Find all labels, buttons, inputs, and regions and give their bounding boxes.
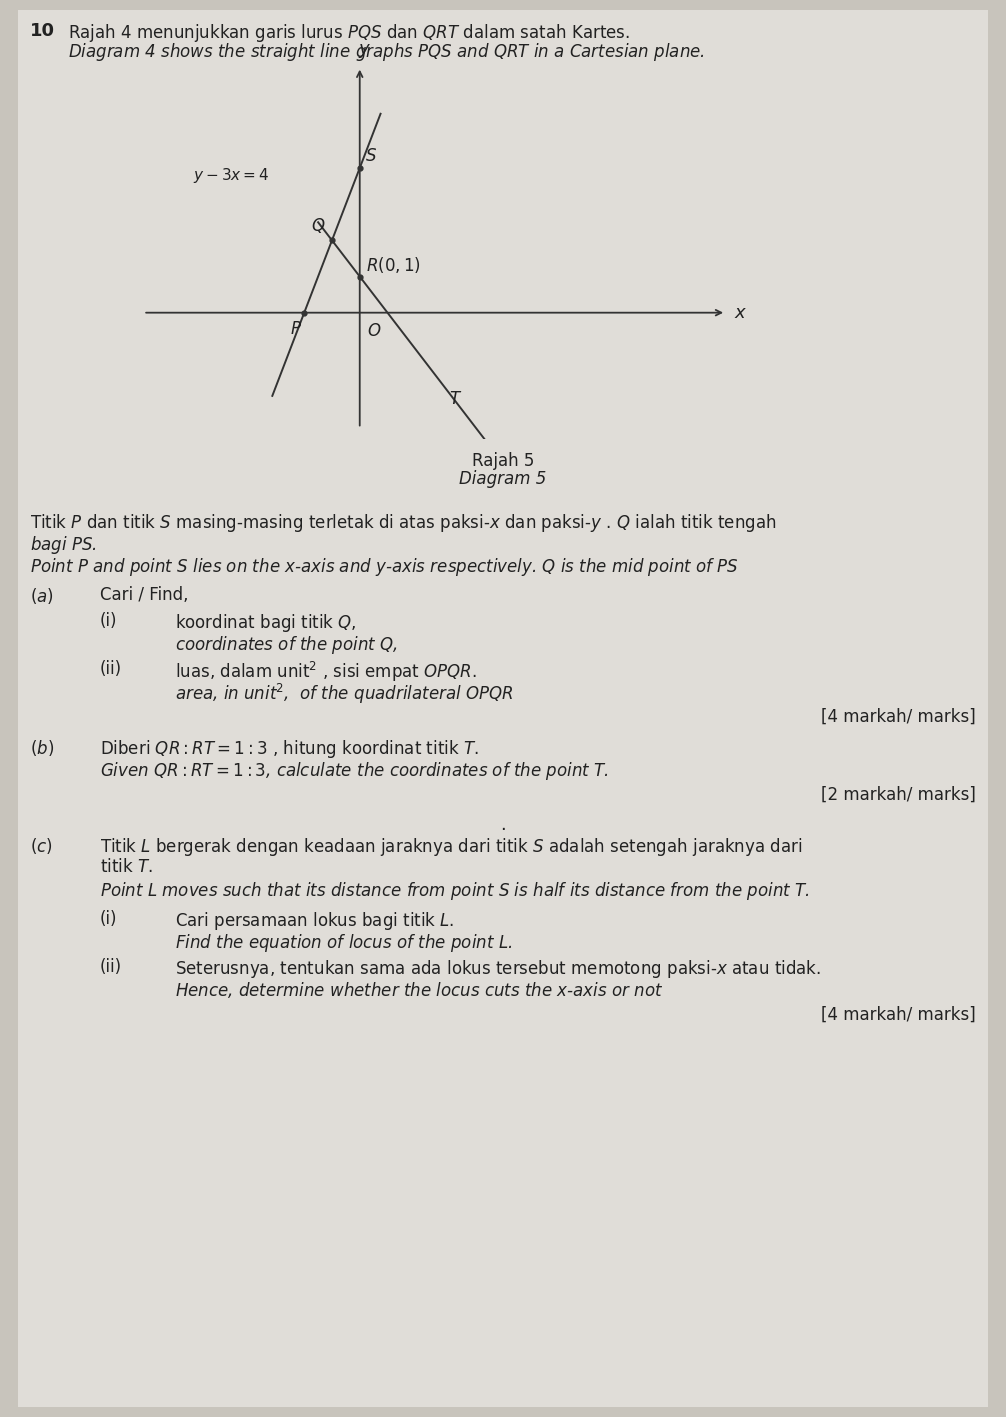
Text: area, in unit$^2$,  of the quadrilateral $OPQR$: area, in unit$^2$, of the quadrilateral … [175, 682, 513, 706]
Text: [2 markah/ marks]: [2 markah/ marks] [821, 786, 976, 803]
Text: Diberi $QR : RT = 1 : 3$ , hitung koordinat titik $T$.: Diberi $QR : RT = 1 : 3$ , hitung koordi… [100, 738, 479, 760]
Text: $R(0,1)$: $R(0,1)$ [366, 255, 421, 275]
Text: (i): (i) [100, 910, 118, 928]
Text: Titik $P$ dan titik $S$ masing-masing terletak di atas paksi-$x$ dan paksi-$y$ .: Titik $P$ dan titik $S$ masing-masing te… [30, 512, 777, 534]
Text: $(a)$: $(a)$ [30, 587, 53, 606]
Text: luas, dalam unit$^2$ , sisi empat $OPQR$.: luas, dalam unit$^2$ , sisi empat $OPQR$… [175, 660, 477, 684]
Text: $(c)$: $(c)$ [30, 836, 52, 856]
Text: Seterusnya, tentukan sama ada lokus tersebut memotong paksi-$x$ atau tidak.: Seterusnya, tentukan sama ada lokus ters… [175, 958, 821, 981]
Text: Titik $L$ bergerak dengan keadaan jaraknya dari titik $S$ adalah setengah jarakn: Titik $L$ bergerak dengan keadaan jarakn… [100, 836, 803, 859]
Text: $x$: $x$ [734, 303, 747, 322]
Text: Cari persamaan lokus bagi titik $L$.: Cari persamaan lokus bagi titik $L$. [175, 910, 455, 932]
Text: $y-3x=4$: $y-3x=4$ [193, 166, 270, 184]
Text: $Q$: $Q$ [311, 215, 326, 235]
Text: Rajah 5: Rajah 5 [472, 452, 534, 470]
Text: (ii): (ii) [100, 660, 122, 677]
Text: Given $QR : RT = 1 : 3$, calculate the coordinates of the point $T$.: Given $QR : RT = 1 : 3$, calculate the c… [100, 760, 609, 782]
Text: (i): (i) [100, 612, 118, 631]
Text: Find the equation of locus of the point $L$.: Find the equation of locus of the point … [175, 932, 512, 954]
Text: $(b)$: $(b)$ [30, 738, 54, 758]
Text: $S$: $S$ [365, 147, 377, 166]
Text: $y$: $y$ [358, 41, 371, 60]
Text: Diagram 4 shows the straight line graphs $PQS$ and $QRT$ in a Cartesian plane.: Diagram 4 shows the straight line graphs… [68, 41, 705, 62]
Text: (ii): (ii) [100, 958, 122, 976]
Text: [4 markah/ marks]: [4 markah/ marks] [821, 1006, 976, 1024]
Text: 10: 10 [30, 23, 55, 40]
Text: coordinates of the point $Q$,: coordinates of the point $Q$, [175, 633, 397, 656]
Text: .: . [500, 816, 506, 835]
Text: bagi $PS$.: bagi $PS$. [30, 534, 97, 555]
Text: Point $L$ moves such that its distance from point $S$ is half its distance from : Point $L$ moves such that its distance f… [100, 880, 810, 903]
Text: $T$: $T$ [450, 391, 463, 408]
Text: [4 markah/ marks]: [4 markah/ marks] [821, 708, 976, 726]
Text: koordinat bagi titik $Q$,: koordinat bagi titik $Q$, [175, 612, 357, 633]
Text: Diagram 5: Diagram 5 [460, 470, 546, 487]
Text: Cari / Find,: Cari / Find, [100, 587, 188, 604]
Text: Point $P$ and point $S$ lies on the $x$-axis and $y$-axis respectively. $Q$ is t: Point $P$ and point $S$ lies on the $x$-… [30, 555, 739, 578]
Text: Hence, determine whether the locus cuts the $x$-axis or not: Hence, determine whether the locus cuts … [175, 981, 663, 1000]
Text: $P$: $P$ [290, 320, 302, 337]
Text: Rajah 4 menunjukkan garis lurus $PQS$ dan $QRT$ dalam satah Kartes.: Rajah 4 menunjukkan garis lurus $PQS$ da… [68, 23, 630, 44]
Text: $O$: $O$ [367, 322, 381, 340]
Text: titik $T$.: titik $T$. [100, 859, 153, 876]
